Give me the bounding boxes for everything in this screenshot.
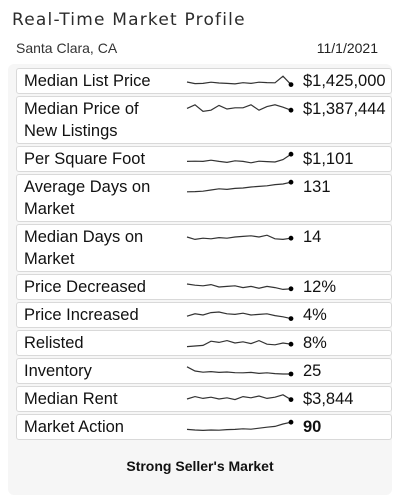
metric-row: Market Action 90 <box>16 414 392 440</box>
trend-sparkline <box>186 366 294 377</box>
metric-value: $1,101 <box>303 150 354 168</box>
trend-sparkline <box>186 419 294 432</box>
trend-endpoint <box>288 82 294 87</box>
trend-endpoint <box>288 341 294 347</box>
metric-label-line: New Listings <box>24 122 118 140</box>
metric-label-line: Market <box>24 250 75 268</box>
metric-row: Median Rent $3,844 <box>16 386 392 412</box>
trend-endpoint <box>288 286 294 292</box>
metric-value: 4% <box>303 306 327 324</box>
metric-label-line: Inventory <box>24 362 92 380</box>
trend-line <box>186 339 292 348</box>
trend-line <box>186 75 292 86</box>
metric-label: Market Action <box>24 416 124 438</box>
trend-line <box>186 104 292 113</box>
metric-label: Price Decreased <box>24 276 146 298</box>
trend-endpoint <box>288 179 294 185</box>
market-verdict: Strong Seller's Market <box>126 458 274 474</box>
trend-endpoint <box>288 151 294 157</box>
metric-label-line: Median List Price <box>24 72 151 90</box>
metric-label: Per Square Foot <box>24 148 145 170</box>
trend-line <box>186 366 291 375</box>
metric-label: Price Increased <box>24 304 139 326</box>
metric-value: 12% <box>303 278 337 296</box>
metric-row: Median Days on Market 14 <box>16 224 392 272</box>
metric-label-line: Relisted <box>24 334 84 352</box>
trend-sparkline <box>186 311 294 321</box>
metrics-panel: Median List Price $1,425,000 Median Price … <box>8 64 392 495</box>
trend-endpoint <box>288 371 294 377</box>
metric-label-line: Median Rent <box>24 390 118 408</box>
trend-endpoint <box>288 419 294 425</box>
metric-label: Median List Price <box>24 70 151 92</box>
metric-value: 90 <box>303 418 322 436</box>
metric-label-line: Median Price of <box>24 100 139 118</box>
page-title: Real-Time Market Profile <box>12 10 246 30</box>
trend-sparkline <box>186 151 294 164</box>
metric-label: Median Days on Market <box>24 226 143 270</box>
metric-value: 25 <box>303 362 322 380</box>
metric-value: $3,844 <box>303 390 354 408</box>
trend-endpoint <box>288 235 294 241</box>
trend-sparkline <box>186 394 294 402</box>
trend-line <box>186 283 292 291</box>
metric-label-line: Market <box>24 200 75 218</box>
trend-sparkline <box>186 234 294 241</box>
metric-row: Price Decreased 12% <box>16 274 392 300</box>
trend-line <box>186 394 292 401</box>
report-date: 11/1/2021 <box>316 40 378 56</box>
metric-label-line: Average Days on <box>24 178 151 196</box>
metric-row: Inventory 25 <box>16 358 392 384</box>
metric-label-line: Per Square Foot <box>24 150 146 168</box>
metric-row: Median List Price $1,425,000 <box>16 68 392 94</box>
metric-label-line: Price Decreased <box>24 278 146 296</box>
metric-label-line: Median Days on <box>24 228 144 246</box>
metric-label: Inventory <box>24 360 92 382</box>
metric-label: Median Rent <box>24 388 118 410</box>
trend-line <box>186 153 292 164</box>
trend-sparkline <box>186 75 294 87</box>
metric-row: Relisted 8% <box>16 330 392 356</box>
trend-line <box>186 181 292 193</box>
trend-sparkline <box>186 104 294 113</box>
metric-row: Price Increased 4% <box>16 302 392 328</box>
trend-line <box>186 311 292 320</box>
metric-label: Relisted <box>24 332 84 354</box>
trend-line <box>186 421 292 432</box>
metric-label: Median Price of New Listings <box>24 98 139 142</box>
metric-value: 131 <box>303 178 331 196</box>
trend-sparkline <box>186 179 294 193</box>
metric-row: Average Days on Market 131 <box>16 174 392 222</box>
location-label: Santa Clara, CA <box>16 40 118 56</box>
metric-label-line: Price Increased <box>24 306 139 324</box>
trend-line <box>186 234 292 241</box>
trend-endpoint <box>288 397 294 402</box>
metric-value: 8% <box>303 334 327 352</box>
metric-value: $1,387,444 <box>303 100 386 118</box>
trend-sparkline <box>186 283 294 292</box>
metric-row: Median Price of New Listings $1,387,444 <box>16 96 392 144</box>
metric-value: 14 <box>303 228 322 246</box>
trend-sparkline <box>186 339 294 348</box>
metric-label-line: Market Action <box>24 418 124 436</box>
trend-endpoint <box>288 316 294 321</box>
metric-label: Average Days on Market <box>24 176 150 220</box>
metric-row: Per Square Foot $1,101 <box>16 146 392 172</box>
metric-value: $1,425,000 <box>303 72 386 90</box>
trend-endpoint <box>288 107 294 113</box>
